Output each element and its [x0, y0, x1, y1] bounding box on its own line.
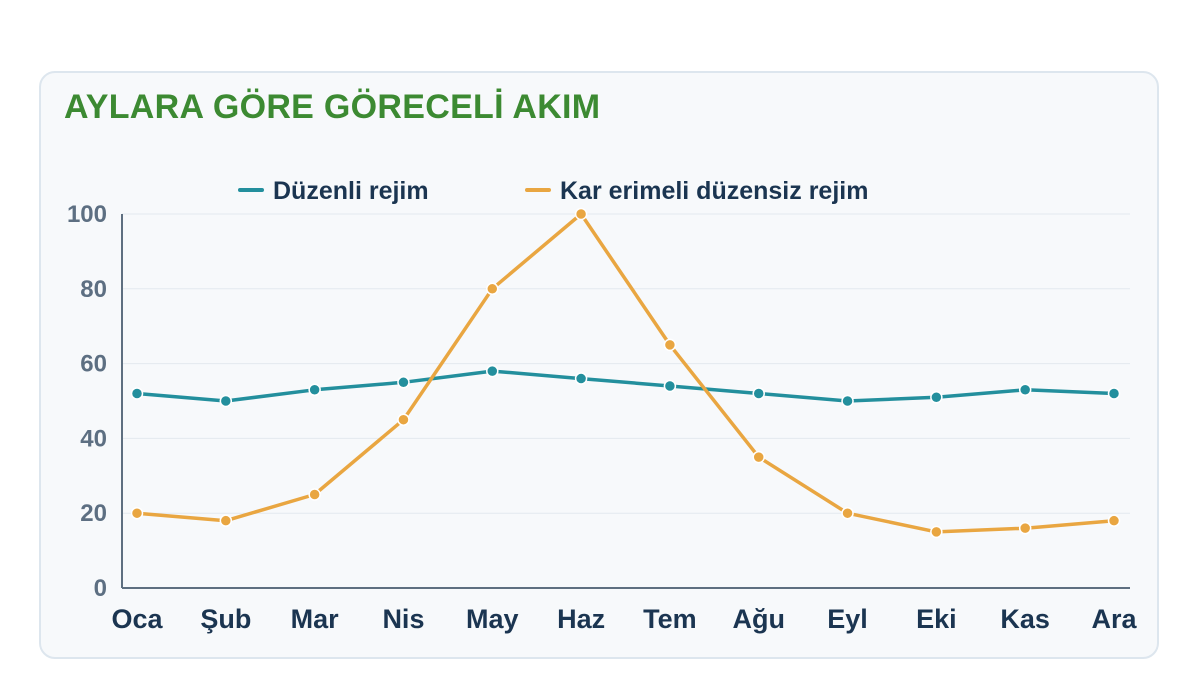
series-line-2 [135, 212, 1116, 534]
series-2-point [752, 450, 765, 464]
x-tick-label: Mar [291, 604, 340, 634]
legend-label: Düzenli rejim [273, 177, 429, 205]
x-tick-label: Haz [557, 604, 605, 634]
x-tick-labels: Oca Şub Mar Nis May Haz Tem Ağu Eyl Eki Kas Ara [111, 604, 1137, 634]
series-line-1 [135, 369, 1116, 403]
x-tick-label: Şub [200, 604, 251, 634]
y-tick-labels: 0 20 40 60 80 100 [67, 201, 107, 602]
series-1-point [219, 394, 233, 408]
y-tick-label: 80 [80, 276, 107, 303]
series-1-point [930, 391, 943, 404]
series-2-point [574, 207, 588, 221]
legend-label: Kar erimeli düzensiz rejim [560, 177, 868, 205]
series-2-point [130, 506, 144, 520]
series-1-point [486, 364, 499, 378]
series-2-point [397, 413, 410, 426]
series-1-point [1018, 383, 1032, 397]
x-tick-label: Ara [1091, 604, 1137, 634]
y-tick-label: 20 [80, 500, 107, 527]
series-1-point [574, 372, 588, 385]
chart-title: AYLARA GÖRE GÖRECELİ AKIM [64, 88, 601, 126]
series-2-point [663, 338, 677, 352]
x-tick-label: Tem [643, 604, 697, 634]
y-tick-label: 0 [94, 575, 107, 602]
legend: Düzenli rejim Kar erimeli düzensiz rejim [238, 177, 868, 205]
y-tick-label: 100 [67, 201, 107, 228]
series-2-point [930, 525, 943, 539]
y-tick-label: 40 [80, 425, 107, 452]
x-tick-label: Kas [1000, 604, 1050, 634]
x-tick-label: Eyl [827, 604, 868, 634]
x-tick-label: Oca [111, 604, 163, 634]
series-1-point [752, 387, 765, 400]
x-tick-label: Eki [916, 604, 957, 634]
x-tick-label: Ağu [732, 604, 784, 634]
gridlines [122, 213, 1130, 514]
x-tick-label: May [466, 604, 519, 634]
axes [121, 214, 1130, 589]
series-1-point [130, 387, 144, 400]
series-2-point [1018, 521, 1032, 535]
x-tick-label: Nis [382, 604, 424, 634]
series-1-point [663, 379, 677, 393]
series-2-point [308, 488, 321, 501]
series-2-point [1107, 514, 1121, 527]
series-1-point [841, 394, 854, 408]
chart-card [39, 71, 1159, 659]
series-2-point [841, 506, 854, 520]
y-tick-label: 60 [80, 351, 107, 378]
series-lines [130, 207, 1121, 539]
series-1-point [1107, 387, 1121, 400]
series-2-point [486, 282, 499, 296]
series-1-point [308, 383, 321, 397]
series-1-point [397, 376, 410, 389]
series-2-point [219, 514, 233, 527]
